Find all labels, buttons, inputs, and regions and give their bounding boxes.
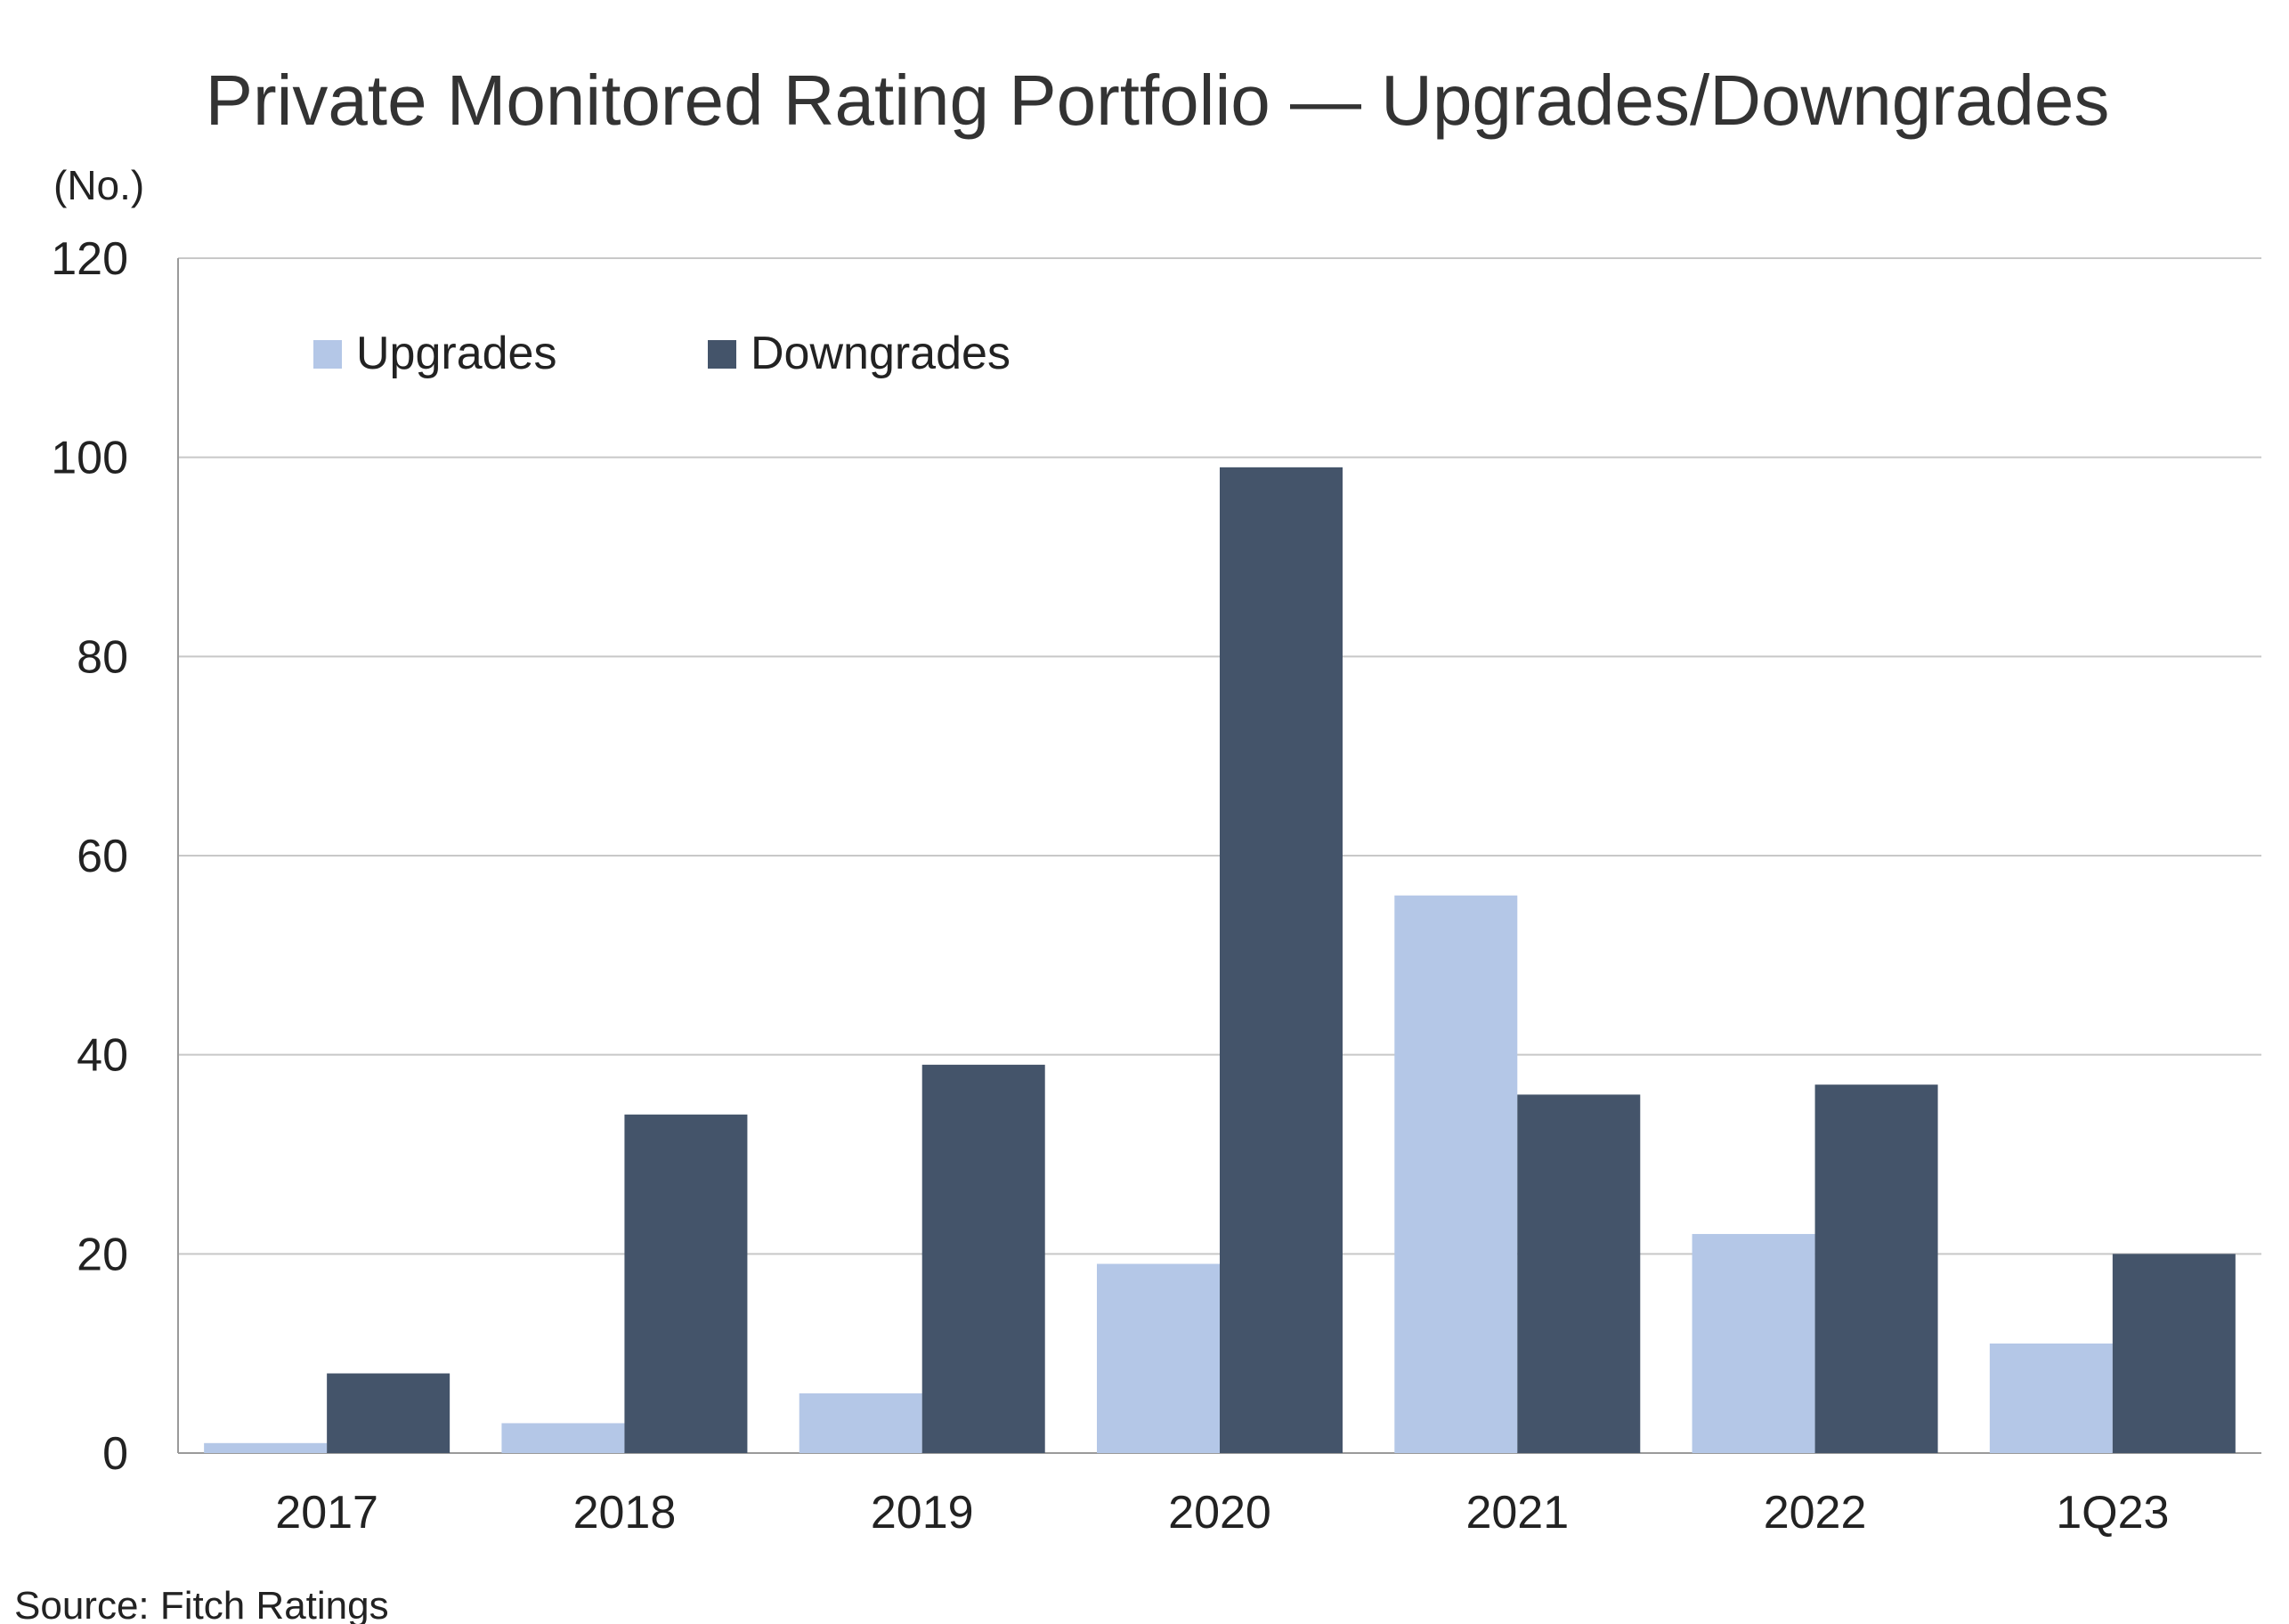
legend-label-downgrades: Downgrades <box>751 328 1011 379</box>
bar-downgrades-2022 <box>1814 1084 1938 1453</box>
bar-downgrades-2019 <box>921 1064 1045 1453</box>
legend-swatch-upgrades <box>313 340 342 369</box>
bar-upgrades-1q23 <box>1989 1343 2113 1453</box>
bars <box>204 467 2236 1453</box>
bar-upgrades-2018 <box>501 1423 625 1453</box>
x-tick-label: 2020 <box>1168 1487 1271 1539</box>
bar-downgrades-2020 <box>1220 467 1343 1453</box>
y-tick-label: 80 <box>77 631 128 683</box>
y-tick-label: 0 <box>102 1428 128 1480</box>
bar-upgrades-2019 <box>799 1393 922 1453</box>
x-tick-label: 1Q23 <box>2056 1487 2169 1539</box>
bar-upgrades-2021 <box>1394 895 1518 1453</box>
x-axis-ticks: 2017 2018 2019 2020 2021 2022 1Q23 <box>275 1487 2169 1539</box>
x-tick-label: 2022 <box>1764 1487 1867 1539</box>
source-note: Source: Fitch Ratings <box>14 1584 389 1624</box>
legend-label-upgrades: Upgrades <box>356 328 556 379</box>
bar-downgrades-2021 <box>1517 1094 1641 1453</box>
bar-downgrades-1q23 <box>2112 1254 2236 1453</box>
y-tick-label: 100 <box>51 433 128 484</box>
bar-upgrades-2020 <box>1097 1263 1220 1453</box>
chart-title: Private Monitored Rating Portfolio — Upg… <box>206 61 2110 140</box>
x-tick-label: 2017 <box>275 1487 378 1539</box>
x-tick-label: 2021 <box>1465 1487 1569 1539</box>
bar-upgrades-2017 <box>204 1442 328 1453</box>
legend: Upgrades Downgrades <box>313 328 1011 379</box>
y-tick-label: 60 <box>77 831 128 882</box>
y-axis-ticks: 0 20 40 60 80 100 120 <box>51 233 128 1480</box>
x-tick-label: 2018 <box>573 1487 677 1539</box>
y-tick-label: 20 <box>77 1229 128 1280</box>
x-tick-label: 2019 <box>871 1487 974 1539</box>
bar-upgrades-2022 <box>1692 1233 1815 1453</box>
bar-downgrades-2017 <box>327 1373 450 1453</box>
y-tick-label: 120 <box>51 233 128 285</box>
y-tick-label: 40 <box>77 1030 128 1082</box>
y-axis-unit-label: (No.) <box>53 162 144 208</box>
legend-swatch-downgrades <box>708 340 736 369</box>
bar-downgrades-2018 <box>624 1114 748 1453</box>
